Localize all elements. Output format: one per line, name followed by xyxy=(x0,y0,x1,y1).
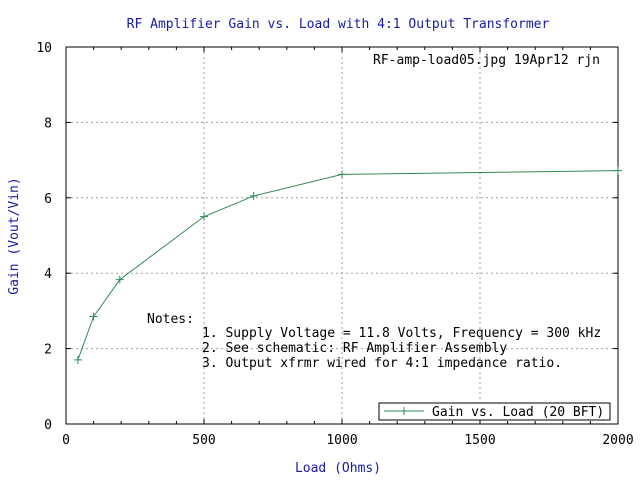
note-line-1: 1. Supply Voltage = 11.8 Volts, Frequenc… xyxy=(202,326,601,341)
y-tick-label: 0 xyxy=(44,418,52,433)
y-tick-label: 2 xyxy=(44,343,52,358)
data-point-marker xyxy=(614,166,622,175)
x-axis-label: Load (Ohms) xyxy=(295,461,381,476)
x-tick-label: 0 xyxy=(62,433,70,448)
y-tick-label: 6 xyxy=(44,192,52,207)
y-tick-label: 10 xyxy=(36,41,52,56)
y-tick-label: 4 xyxy=(44,267,52,282)
legend-label: Gain vs. Load (20 BFT) xyxy=(432,405,604,420)
chart-title: RF Amplifier Gain vs. Load with 4:1 Outp… xyxy=(127,17,550,32)
notes-block: Notes: 1. Supply Voltage = 11.8 Volts, F… xyxy=(147,312,601,371)
series-layer xyxy=(73,166,622,364)
grid xyxy=(66,47,618,424)
legend-swatch-marker xyxy=(400,407,408,415)
data-point-marker xyxy=(73,355,82,364)
y-tick-label: 8 xyxy=(44,116,52,131)
file-stamp: RF-amp-load05.jpg 19Apr12 rjn xyxy=(373,53,600,68)
notes-heading: Notes: xyxy=(147,312,194,327)
note-line-3: 3. Output xfrmr wired for 4:1 impedance … xyxy=(202,356,562,371)
data-point-marker xyxy=(200,212,208,221)
x-tick-label: 2000 xyxy=(602,433,633,448)
x-tick-label: 1000 xyxy=(326,433,357,448)
x-tick-label: 1500 xyxy=(464,433,495,448)
data-point-marker xyxy=(338,170,346,179)
x-tick-label: 500 xyxy=(192,433,215,448)
data-point-marker xyxy=(115,275,124,284)
axis-ticks: 0 500 1000 1500 2000 0 2 4 6 8 10 xyxy=(36,41,633,448)
y-axis-label: Gain (Vout/Vin) xyxy=(7,177,22,294)
legend: Gain vs. Load (20 BFT) xyxy=(378,402,611,421)
note-line-2: 2. See schematic: RF Amplifier Assembly xyxy=(202,341,507,356)
data-point-marker xyxy=(249,191,258,200)
legend-box xyxy=(378,402,611,421)
data-point-marker xyxy=(89,312,98,321)
